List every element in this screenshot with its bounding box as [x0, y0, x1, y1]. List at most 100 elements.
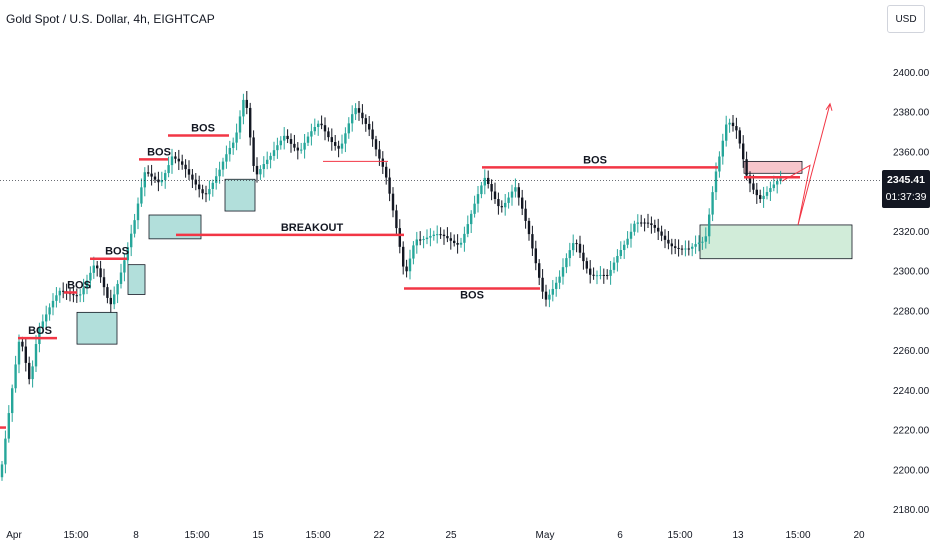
x-tick-label: 25 [445, 530, 457, 541]
candle-body [320, 123, 323, 126]
candle-body [62, 290, 65, 292]
y-tick-label: 2380.00 [893, 108, 930, 119]
candle-body [4, 438, 7, 465]
candle-body [266, 159, 269, 165]
candle-body [361, 112, 364, 119]
candle-body [429, 235, 432, 238]
candle-body [487, 177, 490, 185]
candle-body [623, 244, 626, 251]
candle-body [211, 182, 214, 189]
zone-box [76, 311, 118, 345]
candle-body [402, 246, 405, 267]
candle-body [24, 346, 27, 363]
candle-body [776, 181, 779, 185]
candle-body [374, 139, 378, 150]
candle-body [779, 178, 782, 182]
candle-body [541, 277, 544, 292]
y-tick-label: 2320.00 [893, 227, 930, 238]
chart-title: Gold Spot / U.S. Dollar, 4h, EIGHTCAP [6, 12, 215, 26]
candle-body [419, 239, 422, 241]
candle-body [143, 172, 146, 188]
candle-body [735, 126, 738, 131]
candle-body [663, 235, 667, 240]
candle-body [459, 242, 463, 245]
candle-body [748, 175, 752, 184]
candle-body [174, 156, 177, 159]
x-tick-label: 22 [373, 530, 385, 541]
candle-body [28, 362, 31, 380]
candle-body [388, 177, 391, 194]
y-tick-label: 2260.00 [893, 346, 930, 357]
candle-body [31, 366, 34, 380]
candle-body [612, 262, 616, 270]
candle-body [714, 171, 718, 193]
candle-body [167, 165, 170, 174]
annotation-label: BOS [583, 154, 607, 166]
candle-body [759, 195, 762, 200]
candle-body [466, 224, 469, 234]
y-tick-label: 2240.00 [893, 386, 930, 397]
candle-body [755, 189, 758, 196]
candle-body [225, 154, 228, 162]
candle-body [606, 274, 609, 276]
candle-body [405, 266, 408, 272]
candle-body [7, 413, 10, 439]
candle-body [347, 123, 350, 134]
candle-body [395, 210, 398, 229]
candle-body [92, 265, 95, 273]
candle-body [650, 223, 653, 226]
y-tick-label: 2300.00 [893, 267, 930, 278]
candle-body [609, 269, 612, 276]
candle-body [480, 185, 483, 195]
candle-body [130, 233, 133, 248]
candle-body [422, 239, 425, 241]
annotation-label: BREAKOUT [281, 222, 344, 234]
y-tick-label: 2360.00 [893, 147, 930, 158]
candle-body [279, 140, 282, 146]
candle-body [215, 176, 218, 183]
zones-layer [76, 160, 853, 345]
candle-body [330, 137, 333, 143]
candle-body [164, 173, 167, 180]
candle-body [334, 142, 337, 146]
candle-body [684, 248, 687, 250]
candle-body [371, 129, 374, 140]
candle-body [765, 192, 769, 196]
candle-body [674, 246, 677, 248]
annotation-label: BOS [191, 123, 215, 135]
candle-body [317, 123, 320, 127]
x-tick-label: 6 [617, 530, 623, 541]
candle-body [327, 131, 330, 138]
last-price: 2345.41 [887, 174, 925, 186]
zone-box [743, 160, 803, 174]
candle-body [34, 344, 38, 367]
annotation-label: BOS [460, 290, 484, 302]
candle-body [391, 193, 395, 211]
candle-body [718, 156, 721, 172]
candle-body [619, 250, 622, 256]
candle-body [75, 295, 78, 297]
candle-body [582, 252, 585, 262]
candle-body [697, 242, 701, 245]
candle-body [660, 231, 663, 236]
candle-body [140, 187, 143, 204]
candle-body [670, 243, 673, 247]
candle-body [191, 174, 194, 180]
candle-body [238, 116, 242, 133]
candle-body [262, 164, 265, 170]
candle-body [381, 158, 384, 167]
candle-body [82, 287, 85, 295]
candle-body [303, 142, 306, 150]
candle-body [269, 155, 272, 160]
annotation-label: BOS [147, 146, 171, 158]
currency-button[interactable]: USD [887, 5, 925, 33]
levels-layer: BOS BOS BOS BOS BOS BREAKOUT BOS BOS [0, 102, 880, 429]
candle-body [272, 150, 276, 156]
candle-body [565, 258, 568, 268]
y-tick-label: 2400.00 [893, 68, 930, 79]
x-tick-label: 15 [252, 530, 264, 541]
x-tick-label: 15:00 [63, 530, 88, 541]
candle-body [439, 234, 442, 236]
x-tick-label: Apr [6, 530, 22, 541]
